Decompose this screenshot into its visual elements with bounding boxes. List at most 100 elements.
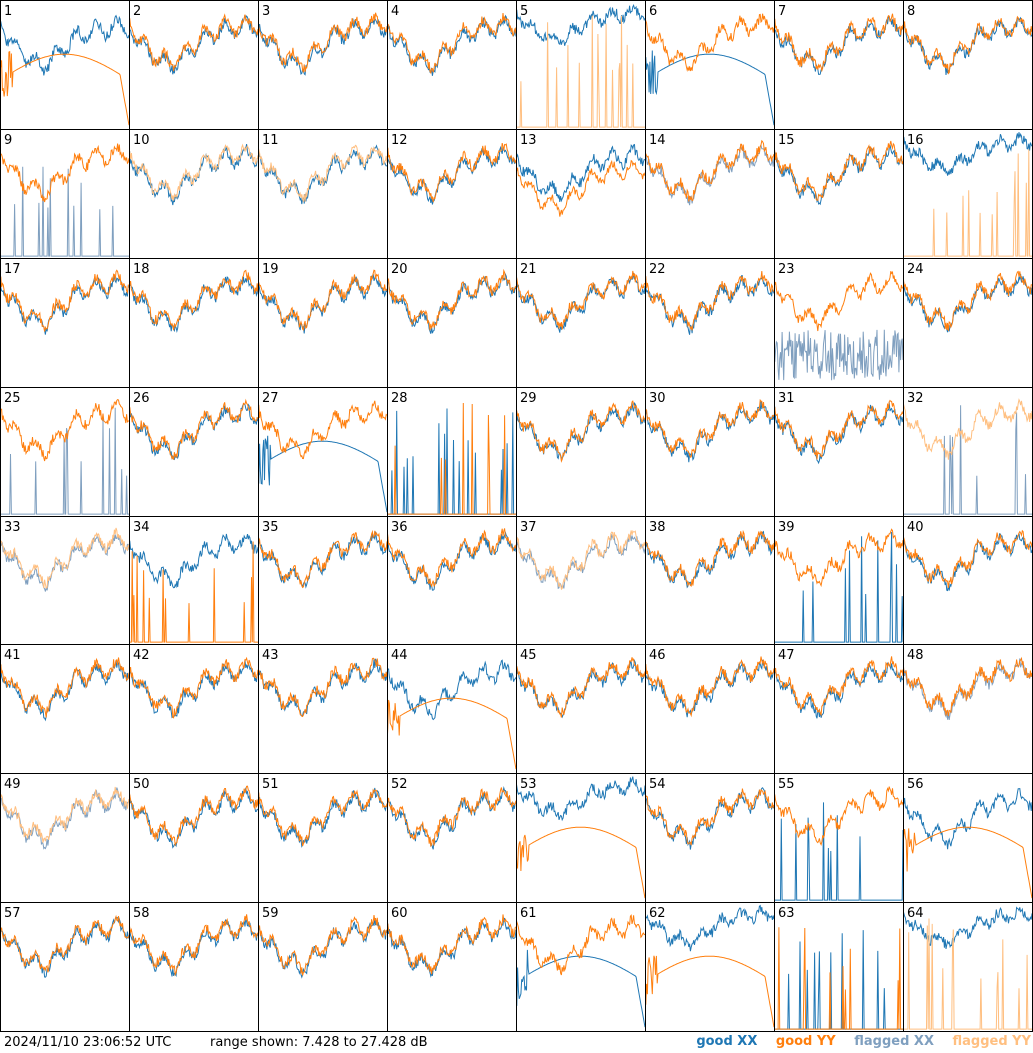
panel-28: 28 [387,387,517,517]
panel-border [774,773,904,903]
panel-label: 39 [778,520,795,535]
series-xx-35 [258,531,387,589]
series-yy-48 [903,656,1032,717]
series-yy-54 [645,788,774,846]
panel-border [129,258,259,388]
series-yy-19 [258,269,387,332]
panel-label: 6 [649,4,657,19]
panel-border [258,516,388,645]
series-yy-38 [645,529,774,588]
series-xx-63 [774,930,903,1030]
series-yy-16 [903,149,1032,257]
series-yy-22 [645,270,774,331]
panel-56: 56 [903,773,1033,903]
panel-label: 47 [778,648,795,663]
series-xx-55 [774,802,903,901]
series-xx-19 [258,273,387,334]
panel-label: 64 [907,906,924,921]
series-yy-42 [129,656,258,719]
panel-border [516,644,646,774]
series-yy-34 [129,541,258,643]
panel-border [774,129,904,259]
panel-25: 25 [0,387,130,517]
series-xx-59 [258,918,387,979]
panel-17: 17 [0,258,130,388]
panel-border [387,129,517,259]
panel-border [774,644,904,774]
panel-label: 45 [520,648,537,663]
series-yy-21 [516,270,645,330]
panel-label: 16 [907,133,924,148]
panel-50: 50 [129,773,259,903]
panel-border [387,0,517,130]
series-yy-28 [387,402,516,515]
panel-31: 31 [774,387,904,517]
panel-23: 23 [774,258,904,388]
panel-14: 14 [645,129,775,259]
panel-47: 47 [774,644,904,774]
panel-label: 51 [262,777,279,792]
panel-border [0,0,130,130]
panel-52: 52 [387,773,517,903]
series-yy-59 [258,915,387,976]
series-yy-56 [903,826,1032,899]
series-xx-25 [0,407,129,515]
series-yy-26 [129,398,258,460]
panel-label: 57 [4,906,21,921]
series-xx-14 [645,143,774,206]
panel-44: 44 [387,644,517,774]
panel-32: 32 [903,387,1033,517]
series-xx-11 [258,144,387,205]
series-xx-57 [0,916,129,978]
panel-border [645,258,775,388]
panel-37: 37 [516,516,646,645]
series-xx-23 [774,329,903,381]
legend-flagged-xx: flagged XX [854,1034,934,1049]
series-yy-64 [903,918,1032,1030]
series-yy-57 [0,914,129,973]
panel-border [903,644,1033,774]
panel-label: 18 [133,262,150,277]
panel-46: 46 [645,644,775,774]
series-yy-15 [774,140,903,201]
panel-border [903,516,1033,645]
panel-18: 18 [129,258,259,388]
series-yy-8 [903,15,1032,75]
series-xx-16 [903,132,1032,176]
series-yy-18 [129,269,258,331]
series-yy-40 [903,529,1032,588]
panel-border [774,258,904,388]
panel-border [129,387,259,517]
series-yy-2 [129,13,258,72]
panel-label: 4 [391,4,399,19]
panel-4: 4 [387,0,517,130]
panel-27: 27 [258,387,388,517]
panel-label: 9 [4,133,12,148]
panel-38: 38 [645,516,775,645]
panel-40: 40 [903,516,1033,645]
series-xx-62 [645,904,774,952]
series-yy-35 [258,529,387,589]
panel-label: 33 [4,520,21,535]
series-xx-12 [387,145,516,205]
series-yy-33 [0,527,129,589]
panel-33: 33 [0,516,130,645]
panel-label: 55 [778,777,795,792]
panel-45: 45 [516,644,646,774]
panel-12: 12 [387,129,517,259]
panel-border [258,258,388,388]
series-yy-11 [258,144,387,203]
panel-border [0,129,130,259]
panel-label: 3 [262,4,270,19]
panel-label: 25 [4,391,21,406]
panel-51: 51 [258,773,388,903]
series-xx-61 [516,949,645,1028]
panel-label: 53 [520,777,537,792]
panel-label: 40 [907,520,924,535]
panel-label: 23 [778,262,795,277]
footer: 2024/11/10 23:06:52 UTC range shown: 7.4… [0,1032,1033,1053]
panel-label: 46 [649,648,666,663]
series-xx-8 [903,16,1032,76]
panel-label: 28 [391,391,408,406]
